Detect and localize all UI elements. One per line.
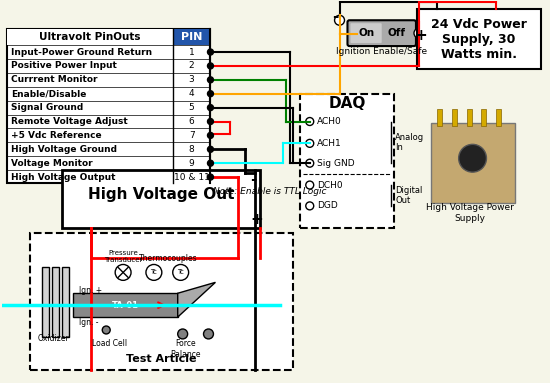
Circle shape xyxy=(414,28,424,38)
Text: +5 Vdc Reference: +5 Vdc Reference xyxy=(11,131,102,140)
Text: Off: Off xyxy=(388,28,405,38)
Bar xyxy=(30,233,293,370)
Circle shape xyxy=(334,15,344,25)
Circle shape xyxy=(207,49,213,55)
Text: DGD: DGD xyxy=(317,201,338,210)
Bar xyxy=(417,9,541,69)
Bar xyxy=(52,267,59,337)
Circle shape xyxy=(306,202,313,210)
Bar xyxy=(431,123,515,203)
Text: 10 & 11: 10 & 11 xyxy=(174,173,210,182)
Text: ACH1: ACH1 xyxy=(317,139,342,148)
Text: Test Article: Test Article xyxy=(126,354,196,364)
Text: -: - xyxy=(250,172,256,187)
Text: Signal Ground: Signal Ground xyxy=(11,103,83,112)
Text: Input-Power Ground Return: Input-Power Ground Return xyxy=(11,47,152,57)
Text: Digital
Out: Digital Out xyxy=(395,186,422,205)
Text: Positive Power Input: Positive Power Input xyxy=(11,61,117,70)
Circle shape xyxy=(306,159,313,167)
Text: High Voltage Ground: High Voltage Ground xyxy=(11,145,117,154)
Text: Note: Enable is TTL Logic: Note: Enable is TTL Logic xyxy=(213,187,327,195)
FancyBboxPatch shape xyxy=(348,20,416,46)
Text: Thermocouples: Thermocouples xyxy=(139,254,197,263)
Circle shape xyxy=(178,329,188,339)
Text: -: - xyxy=(332,9,339,24)
Text: 2: 2 xyxy=(189,61,194,70)
Text: 6: 6 xyxy=(189,117,195,126)
Bar xyxy=(62,267,69,337)
Text: ACH0: ACH0 xyxy=(317,117,342,126)
Text: DCH0: DCH0 xyxy=(317,180,342,190)
Polygon shape xyxy=(178,282,216,317)
Bar xyxy=(42,267,48,337)
Circle shape xyxy=(306,181,313,189)
Text: High Voltage Output: High Voltage Output xyxy=(11,173,116,182)
Bar xyxy=(7,29,211,183)
Bar xyxy=(173,29,211,45)
Circle shape xyxy=(207,105,213,111)
Circle shape xyxy=(207,63,213,69)
Circle shape xyxy=(146,265,162,280)
Circle shape xyxy=(173,265,189,280)
Text: Ign. +: Ign. + xyxy=(79,286,102,295)
Circle shape xyxy=(115,265,131,280)
Text: DAQ: DAQ xyxy=(328,96,366,111)
Circle shape xyxy=(207,91,213,97)
Text: Oxidizer: Oxidizer xyxy=(38,334,69,344)
Bar xyxy=(437,109,442,126)
Circle shape xyxy=(306,118,313,126)
Text: 4: 4 xyxy=(189,89,194,98)
Text: 5: 5 xyxy=(189,103,195,112)
Text: +: + xyxy=(250,212,263,227)
Text: Ign. -: Ign. - xyxy=(79,318,99,327)
Text: On: On xyxy=(359,28,375,38)
Text: PIN: PIN xyxy=(181,32,202,42)
Text: Load Cell: Load Cell xyxy=(92,339,126,349)
Text: 1: 1 xyxy=(189,47,195,57)
Bar xyxy=(452,109,456,126)
Text: Ignition Enable/Safe: Ignition Enable/Safe xyxy=(336,46,427,56)
Circle shape xyxy=(207,160,213,166)
Bar xyxy=(62,170,260,228)
Text: Sig GND: Sig GND xyxy=(317,159,354,168)
Text: 8: 8 xyxy=(189,145,195,154)
Circle shape xyxy=(102,326,110,334)
Text: 3: 3 xyxy=(189,75,195,84)
Text: Voltage Monitor: Voltage Monitor xyxy=(11,159,92,168)
Text: 9: 9 xyxy=(189,159,195,168)
Text: High Voltage Out: High Voltage Out xyxy=(87,187,234,202)
Text: Tc: Tc xyxy=(151,269,157,275)
Circle shape xyxy=(306,139,313,147)
Bar xyxy=(74,293,178,317)
Text: 24 Vdc Power
Supply, 30
Watts min.: 24 Vdc Power Supply, 30 Watts min. xyxy=(431,18,527,61)
Text: Pressure
Transducer: Pressure Transducer xyxy=(104,250,142,263)
Text: +: + xyxy=(415,28,427,43)
Text: Currrent Monitor: Currrent Monitor xyxy=(11,75,97,84)
Bar xyxy=(481,109,486,126)
Circle shape xyxy=(207,77,213,83)
Bar xyxy=(466,109,471,126)
FancyBboxPatch shape xyxy=(350,23,382,43)
Text: Tc: Tc xyxy=(177,269,184,275)
Circle shape xyxy=(207,174,213,180)
Text: Force
Balance: Force Balance xyxy=(170,339,201,358)
Circle shape xyxy=(207,146,213,152)
Text: High Voltage Power
Supply: High Voltage Power Supply xyxy=(426,203,514,223)
Text: Ultravolt PinOuts: Ultravolt PinOuts xyxy=(39,32,141,42)
Text: Analog
In: Analog In xyxy=(395,133,424,152)
Circle shape xyxy=(459,144,486,172)
Text: TA-01: TA-01 xyxy=(112,301,139,310)
Bar xyxy=(497,109,502,126)
Text: Enable/Disable: Enable/Disable xyxy=(11,89,86,98)
Circle shape xyxy=(204,329,213,339)
Text: Remote Voltage Adjust: Remote Voltage Adjust xyxy=(11,117,128,126)
Circle shape xyxy=(207,118,213,124)
Text: 7: 7 xyxy=(189,131,195,140)
Bar xyxy=(300,94,394,228)
Bar xyxy=(7,29,173,45)
Circle shape xyxy=(207,133,213,138)
